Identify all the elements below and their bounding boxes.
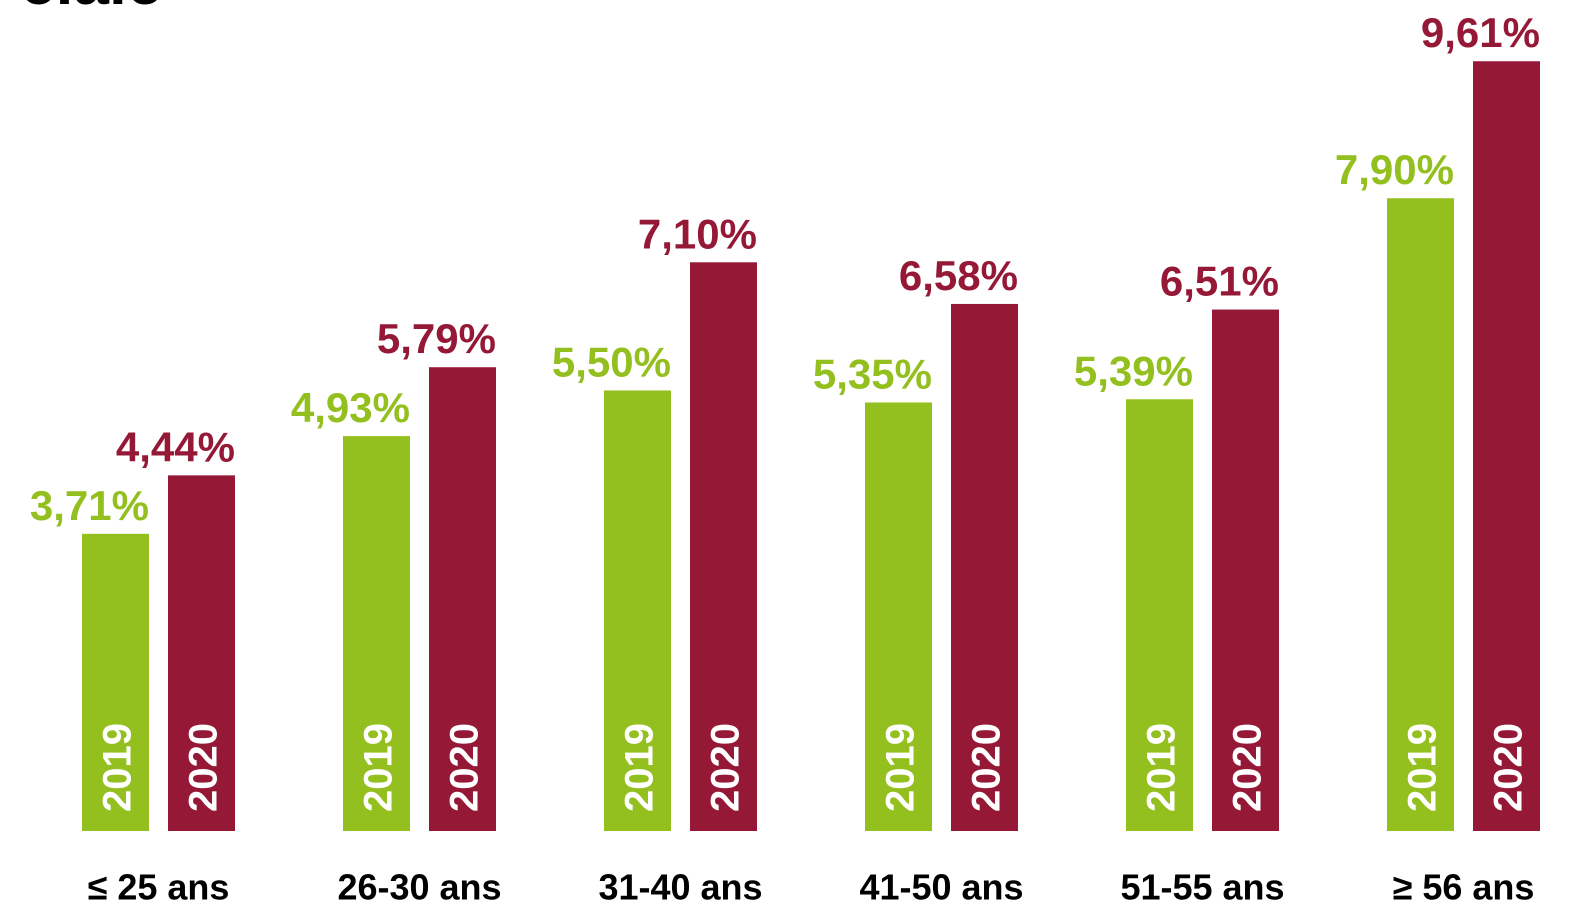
- bar: [1212, 309, 1279, 831]
- series-label: 2020: [443, 723, 487, 812]
- x-tick-label: ≥ 56 ans: [1393, 867, 1535, 908]
- bar: [1126, 399, 1193, 831]
- bar: [1387, 198, 1454, 831]
- x-tick-label: 41-50 ans: [859, 867, 1023, 908]
- value-label: 4,93%: [291, 384, 410, 431]
- series-label: 2020: [1487, 723, 1531, 812]
- value-label: 6,51%: [1160, 258, 1279, 305]
- series-label: 2020: [182, 723, 226, 812]
- bar: [168, 475, 235, 831]
- series-label: 2019: [1401, 723, 1445, 812]
- bar: [951, 303, 1018, 831]
- bar: [604, 390, 671, 831]
- value-label: 7,90%: [1335, 146, 1454, 193]
- series-label: 2020: [1226, 723, 1270, 812]
- bar: [82, 533, 149, 831]
- bar: [343, 436, 410, 831]
- value-label: 7,10%: [638, 210, 757, 257]
- series-label: 2019: [618, 723, 662, 812]
- series-label: 2019: [879, 723, 923, 812]
- series-label: 2020: [704, 723, 748, 812]
- x-tick-label: 31-40 ans: [598, 867, 762, 908]
- x-tick-label: 51-55 ans: [1120, 867, 1284, 908]
- bar: [1473, 61, 1540, 831]
- chart-title: ciale: [20, 0, 162, 18]
- value-label: 4,44%: [116, 423, 235, 470]
- x-tick-label: ≤ 25 ans: [88, 867, 230, 908]
- bar: [865, 402, 932, 831]
- value-label: 9,61%: [1421, 9, 1540, 56]
- bar: [429, 367, 496, 831]
- series-label: 2019: [1140, 723, 1184, 812]
- value-label: 3,71%: [30, 482, 149, 529]
- value-label: 5,39%: [1074, 347, 1193, 394]
- x-tick-label: 26-30 ans: [337, 867, 501, 908]
- series-label: 2019: [96, 723, 140, 812]
- value-label: 5,35%: [813, 350, 932, 397]
- bar: [690, 262, 757, 831]
- value-label: 6,58%: [899, 252, 1018, 299]
- value-label: 5,79%: [377, 315, 496, 362]
- value-label: 5,50%: [552, 338, 671, 385]
- series-label: 2020: [965, 723, 1009, 812]
- series-label: 2019: [357, 723, 401, 812]
